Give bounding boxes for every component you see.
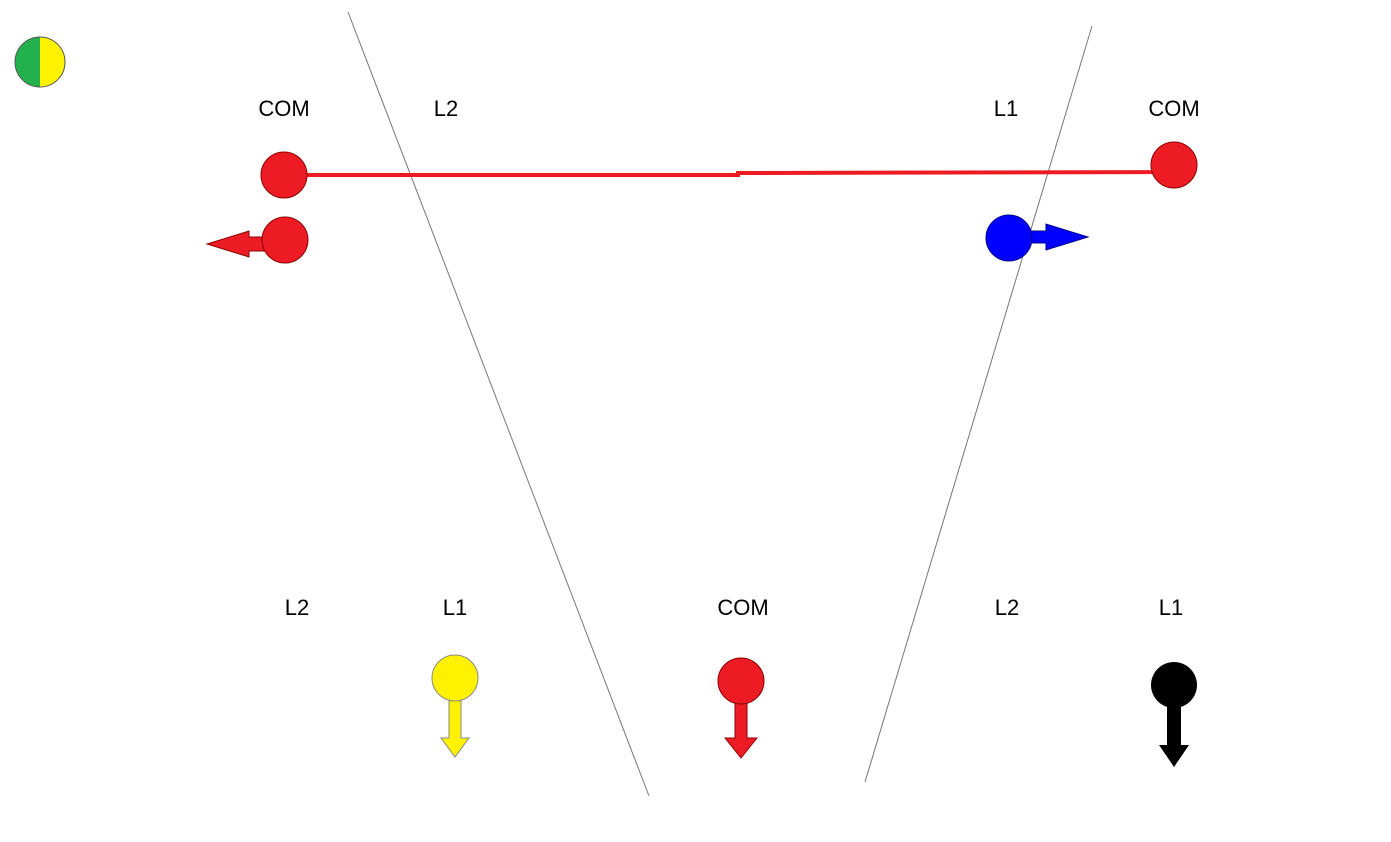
terminal — [1150, 141, 1198, 189]
label: L2 — [434, 96, 458, 121]
terminal — [260, 151, 308, 199]
arrow-down — [1159, 704, 1189, 767]
label: COM — [1148, 96, 1199, 121]
label: COM — [258, 96, 309, 121]
indicator-yellow-half — [40, 37, 65, 87]
label: COM — [717, 595, 768, 620]
terminal — [261, 216, 309, 264]
wire — [284, 170, 1175, 177]
label: L2 — [285, 595, 309, 620]
label: L1 — [443, 595, 467, 620]
arrow-down — [723, 699, 759, 759]
arrow-left — [205, 230, 265, 258]
indicator-outline — [14, 36, 66, 88]
label: L1 — [1159, 595, 1183, 620]
label: L1 — [994, 96, 1018, 121]
terminal — [431, 654, 479, 702]
divider-line — [347, 11, 650, 797]
terminal — [985, 214, 1033, 262]
arrow-down — [440, 697, 470, 758]
label: L2 — [995, 595, 1019, 620]
indicator-green-half — [15, 37, 40, 87]
divider-line — [864, 25, 1093, 783]
terminal — [1151, 662, 1197, 708]
arrow-right — [1027, 223, 1090, 251]
terminal — [717, 657, 765, 705]
